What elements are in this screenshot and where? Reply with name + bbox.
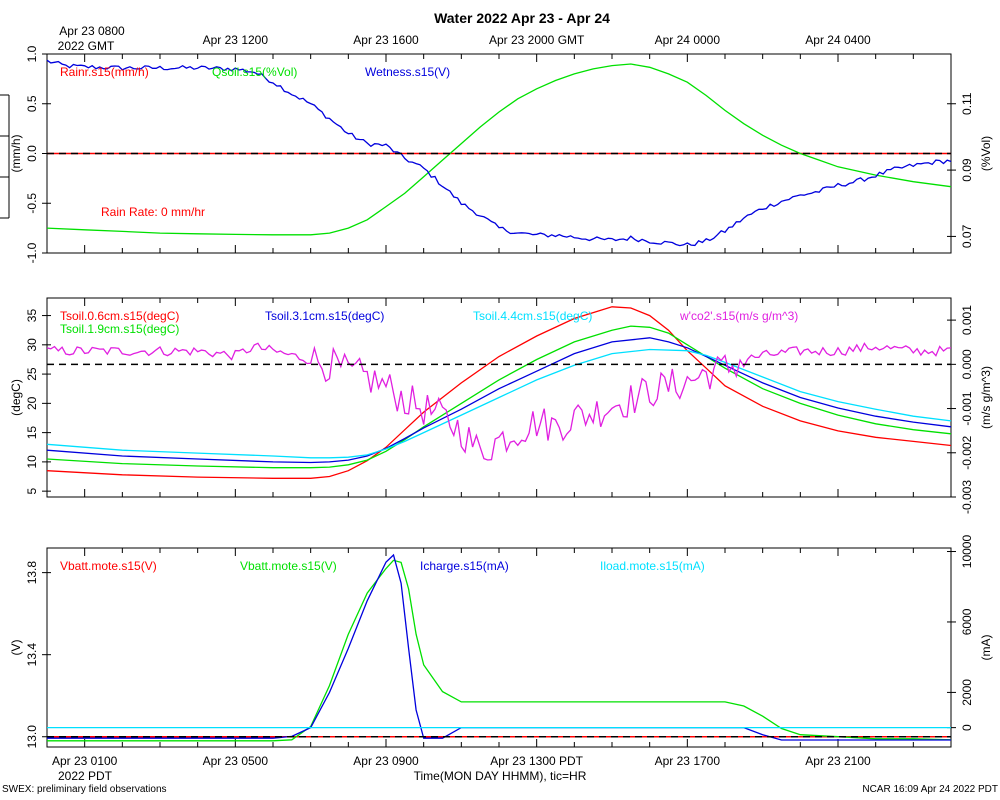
bottom-axis-tick-label: Apr 23 0100	[52, 754, 118, 768]
y-tick-label-left: 13.8	[25, 561, 39, 585]
bottom-axis-tick-labels: Apr 23 0100 Apr 23 0500 Apr 23 0900 Apr 23 …	[52, 754, 871, 768]
top-axis-tick-label: Apr 23 1600	[353, 33, 419, 47]
y-tick-label-right: 0.001	[960, 305, 974, 335]
chart-panels: -1.0 -0.5 0.0 0.5 1.0 0.07 0.09 0.11 (mm/h) (%Vol…	[9, 45, 993, 748]
rain-rate-annotation: Rain Rate: 0 mm/hr	[101, 205, 205, 219]
y-tick-label-right: 0.000	[960, 349, 974, 379]
y-tick-label-right: 0.07	[960, 224, 974, 248]
y-tick-label-right: 6000	[960, 608, 974, 635]
legend-entry: Qsoil.s15(%Vol)	[212, 65, 297, 79]
y-tick-label-right: -0.001	[960, 391, 974, 425]
y-axis-label-right: (%Vol)	[979, 136, 993, 171]
series-line-cyan	[46, 348, 952, 459]
y-tick-label-left: -0.5	[25, 193, 39, 214]
y-tick-label-left: 5	[25, 487, 39, 494]
y-axis-label-left: (V)	[9, 640, 23, 656]
series-line-green	[46, 325, 952, 469]
bottom-axis-tick-label: Apr 23 1300 PDT	[490, 754, 583, 768]
y-tick-label-right: 10000	[960, 535, 974, 569]
panel-1: -1.0 -0.5 0.0 0.5 1.0 0.07 0.09 0.11 (mm/h) (%Vol…	[9, 45, 993, 263]
series-line-magenta	[46, 342, 952, 461]
y-tick-label-right: 0.11	[960, 92, 974, 115]
chart-title: Water 2022 Apr 23 - Apr 24	[434, 10, 610, 26]
legend-entry: w'co2'.s15(m/s g/m^3)	[679, 309, 798, 323]
y-tick-label-right: -0.003	[960, 480, 974, 514]
y-tick-label-left: 25	[25, 367, 39, 381]
y-tick-label-right: -0.002	[960, 435, 974, 469]
y-axis-label-left: (mm/h)	[9, 135, 23, 173]
bottom-axis-year-label: 2022 PDT	[58, 769, 113, 783]
y-axis-label-right: (mA)	[979, 635, 993, 661]
panel-3-frame	[46, 547, 952, 748]
y-tick-label-left: 30	[25, 338, 39, 352]
y-tick-label-right: 0.09	[960, 158, 974, 182]
y-tick-label-right: 0	[960, 724, 974, 731]
x-axis-label: Time(MON DAY HHMM), tic=HR	[414, 769, 587, 783]
bottom-axis-tick-label: Apr 23 0500	[203, 754, 269, 768]
top-axis-tick-label: Apr 23 1200	[203, 33, 269, 47]
legend-entry: Tsoil.4.4cm.s15(degC)	[473, 309, 592, 323]
y-axis-label-left: (degC)	[9, 379, 23, 416]
series-line-green	[46, 63, 952, 236]
bottom-axis-tick-label: Apr 23 1700	[655, 754, 721, 768]
y-tick-label-left: 35	[25, 309, 39, 323]
y-tick-label-left: 0.0	[25, 145, 39, 162]
series-line-red	[46, 306, 952, 479]
legend-entry: Rainr.s15(mm/h)	[60, 65, 149, 79]
y-tick-label-left: 15	[25, 426, 39, 440]
y-tick-label-left: 13.4	[25, 643, 39, 667]
top-axis-tick-label: Apr 24 0000	[655, 33, 721, 47]
y-tick-label-left: 20	[25, 396, 39, 410]
legend-entry: Tsoil.0.6cm.s15(degC)	[60, 309, 179, 323]
legend-entry: Vbatt.mote.s15(V)	[60, 559, 157, 573]
bottom-axis-tick-label: Apr 23 0900	[353, 754, 419, 768]
top-axis-tick-labels: Apr 23 1200 Apr 23 1600 Apr 23 2000 GMT Apr…	[203, 33, 871, 47]
legend-entry: Tsoil.1.9cm.s15(degC)	[60, 322, 179, 336]
bottom-axis-tick-label: Apr 23 2100	[805, 754, 871, 768]
legend-entry: Vbatt.mote.s15(V)	[240, 559, 337, 573]
legend-entry: Tsoil.3.1cm.s15(degC)	[265, 309, 384, 323]
series-line-green	[47, 559, 952, 742]
series-line-blue	[46, 337, 952, 464]
footer-left: SWEX: preliminary field observations	[2, 784, 167, 795]
y-tick-label-left: 10	[25, 455, 39, 469]
legend-entry: Wetness.s15(V)	[365, 65, 450, 79]
series-line-blue	[47, 553, 951, 741]
y-tick-label-left: 13.0	[25, 725, 39, 749]
y-tick-label-left: 0.5	[25, 95, 39, 112]
top-axis-tick-label: Apr 24 0400	[805, 33, 871, 47]
panel-2: 5 10 15 20 25 30 35 -0.003 -0.002 -0.001 0.000 0.00…	[9, 298, 993, 514]
legend-entry: Icharge.s15(mA)	[420, 559, 509, 573]
series-line-blue	[46, 59, 952, 247]
panel-3: 13.0 13.4 13.8 0 2000 6000 10000 (V) (mA) Vbatt.m…	[9, 535, 993, 749]
y-tick-label-left: 1.0	[25, 45, 39, 62]
legend-entry: Iload.mote.s15(mA)	[600, 559, 705, 573]
y-tick-label-right: 2000	[960, 679, 974, 706]
top-axis-first-label: Apr 23 0800	[59, 24, 125, 38]
y-tick-label-left: -1.0	[25, 242, 39, 263]
y-axis-label-right: (m/s g/m^3)	[979, 366, 993, 429]
top-axis-tick-label: Apr 23 2000 GMT	[489, 33, 585, 47]
footer-right: NCAR 16:09 Apr 24 2022 PDT	[862, 784, 998, 795]
top-axis-first-label-year: 2022 GMT	[58, 39, 115, 53]
